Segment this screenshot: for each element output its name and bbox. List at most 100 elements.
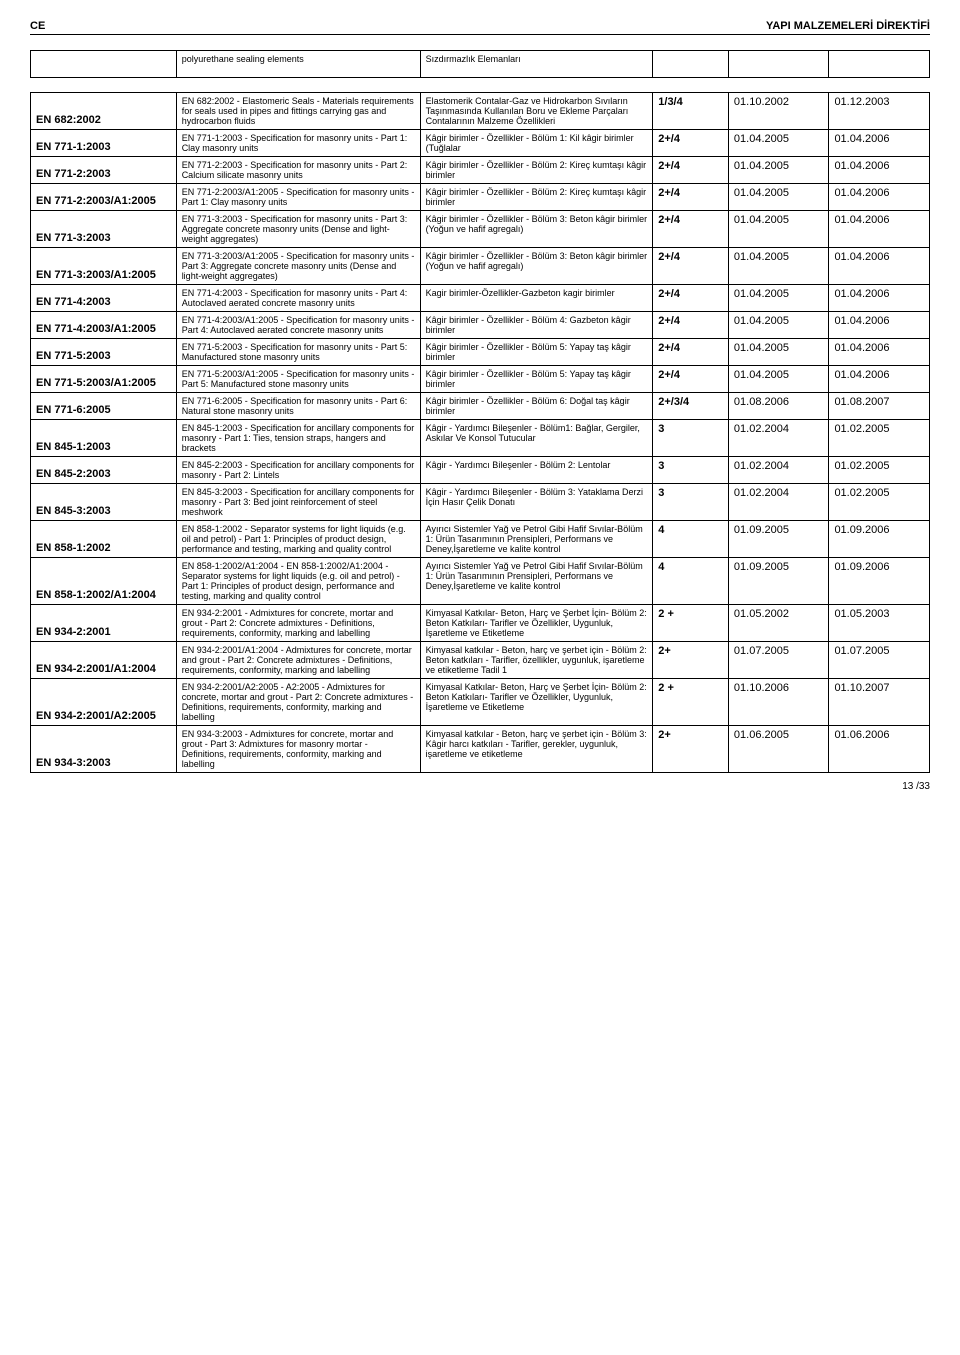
description-en: EN 845-1:2003 - Specification for ancill… xyxy=(176,420,420,457)
table-row: EN 771-2:2003/A1:2005EN 771-2:2003/A1:20… xyxy=(31,184,930,211)
date-start: 01.04.2005 xyxy=(728,157,829,184)
description-tr: Kâgir - Yardımcı Bileşenler - Bölüm 3: Y… xyxy=(420,484,653,521)
date-end: 01.04.2006 xyxy=(829,339,930,366)
system-code: 2+/4 xyxy=(653,285,729,312)
date-start: 01.08.2006 xyxy=(728,393,829,420)
date-start: 01.04.2005 xyxy=(728,211,829,248)
system-code: 2 + xyxy=(653,605,729,642)
description-en: EN 771-5:2003 - Specification for masonr… xyxy=(176,339,420,366)
table-row: EN 845-2:2003EN 845-2:2003 - Specificati… xyxy=(31,457,930,484)
standard-code: EN 934-2:2001/A2:2005 xyxy=(31,679,177,726)
description-tr: Kâgir birimler - Özellikler - Bölüm 3: B… xyxy=(420,248,653,285)
description-en: EN 845-3:2003 - Specification for ancill… xyxy=(176,484,420,521)
date-start: 01.02.2004 xyxy=(728,484,829,521)
description-en: EN 771-3:2003 - Specification for masonr… xyxy=(176,211,420,248)
date-start: 01.06.2005 xyxy=(728,726,829,773)
description-tr: Kâgir birimler - Özellikler - Bölüm 5: Y… xyxy=(420,366,653,393)
date-start: 01.04.2005 xyxy=(728,184,829,211)
standard-code: EN 771-4:2003/A1:2005 xyxy=(31,312,177,339)
table-row: EN 771-5:2003EN 771-5:2003 - Specificati… xyxy=(31,339,930,366)
description-tr: Kimyasal Katkılar- Beton, Harç ve Şerbet… xyxy=(420,679,653,726)
standard-code: EN 845-2:2003 xyxy=(31,457,177,484)
standard-code: EN 771-4:2003 xyxy=(31,285,177,312)
description-en: EN 771-6:2005 - Specification for masonr… xyxy=(176,393,420,420)
header-left: CE xyxy=(30,20,45,32)
standard-code: EN 845-1:2003 xyxy=(31,420,177,457)
system-code: 4 xyxy=(653,521,729,558)
description-tr: Kâgir birimler - Özellikler - Bölüm 2: K… xyxy=(420,184,653,211)
top-table: polyurethane sealing elements Sızdırmazl… xyxy=(30,50,930,78)
system-code: 2+/4 xyxy=(653,184,729,211)
date-start: 01.10.2006 xyxy=(728,679,829,726)
table-row: EN 858-1:2002EN 858-1:2002 - Separator s… xyxy=(31,521,930,558)
page-footer: 13 /33 xyxy=(30,781,930,792)
date-end: 01.08.2007 xyxy=(829,393,930,420)
header-right: YAPI MALZEMELERİ DİREKTİFİ xyxy=(766,20,930,32)
standard-code: EN 771-2:2003/A1:2005 xyxy=(31,184,177,211)
system-code: 2+/4 xyxy=(653,157,729,184)
system-code: 1/3/4 xyxy=(653,93,729,130)
table-row: EN 771-6:2005EN 771-6:2005 - Specificati… xyxy=(31,393,930,420)
system-code: 2+/4 xyxy=(653,130,729,157)
date-end: 01.04.2006 xyxy=(829,184,930,211)
date-end: 01.02.2005 xyxy=(829,420,930,457)
description-tr: Kâgir birimler - Özellikler - Bölüm 2: K… xyxy=(420,157,653,184)
standard-code: EN 682:2002 xyxy=(31,93,177,130)
date-end: 01.04.2006 xyxy=(829,130,930,157)
standard-code: EN 771-3:2003 xyxy=(31,211,177,248)
standard-code: EN 771-3:2003/A1:2005 xyxy=(31,248,177,285)
standard-code: EN 858-1:2002 xyxy=(31,521,177,558)
description-tr: Kâgir birimler - Özellikler - Bölüm 5: Y… xyxy=(420,339,653,366)
system-code: 4 xyxy=(653,558,729,605)
date-end: 01.06.2006 xyxy=(829,726,930,773)
date-start: 01.04.2005 xyxy=(728,339,829,366)
standard-code: EN 934-3:2003 xyxy=(31,726,177,773)
table-row: EN 771-3:2003/A1:2005EN 771-3:2003/A1:20… xyxy=(31,248,930,285)
table-row: EN 771-5:2003/A1:2005EN 771-5:2003/A1:20… xyxy=(31,366,930,393)
table-row: EN 934-2:2001/A1:2004EN 934-2:2001/A1:20… xyxy=(31,642,930,679)
date-start: 01.04.2005 xyxy=(728,312,829,339)
table-row: EN 934-2:2001/A2:2005EN 934-2:2001/A2:20… xyxy=(31,679,930,726)
standard-code: EN 845-3:2003 xyxy=(31,484,177,521)
date-end: 01.10.2007 xyxy=(829,679,930,726)
top-empty-1 xyxy=(31,51,177,78)
description-en: EN 934-2:2001 - Admixtures for concrete,… xyxy=(176,605,420,642)
table-row: EN 845-3:2003EN 845-3:2003 - Specificati… xyxy=(31,484,930,521)
description-en: EN 771-2:2003/A1:2005 - Specification fo… xyxy=(176,184,420,211)
description-tr: Kâgir birimler - Özellikler - Bölüm 1: K… xyxy=(420,130,653,157)
system-code: 3 xyxy=(653,457,729,484)
description-en: EN 682:2002 - Elastomeric Seals - Materi… xyxy=(176,93,420,130)
table-row: EN 845-1:2003EN 845-1:2003 - Specificati… xyxy=(31,420,930,457)
standards-table: EN 682:2002EN 682:2002 - Elastomeric Sea… xyxy=(30,92,930,773)
date-end: 01.02.2005 xyxy=(829,484,930,521)
date-start: 01.09.2005 xyxy=(728,521,829,558)
description-tr: Elastomerik Contalar-Gaz ve Hidrokarbon … xyxy=(420,93,653,130)
top-row: polyurethane sealing elements Sızdırmazl… xyxy=(31,51,930,78)
standard-code: EN 858-1:2002/A1:2004 xyxy=(31,558,177,605)
top-tr-desc: Sızdırmazlık Elemanları xyxy=(420,51,653,78)
standard-code: EN 771-5:2003 xyxy=(31,339,177,366)
date-end: 01.04.2006 xyxy=(829,285,930,312)
description-tr: Kâgir birimler - Özellikler - Bölüm 3: B… xyxy=(420,211,653,248)
date-end: 01.04.2006 xyxy=(829,211,930,248)
description-tr: Kâgir birimler - Özellikler - Bölüm 6: D… xyxy=(420,393,653,420)
description-en: EN 934-2:2001/A1:2004 - Admixtures for c… xyxy=(176,642,420,679)
table-row: EN 771-1:2003EN 771-1:2003 - Specificati… xyxy=(31,130,930,157)
date-start: 01.05.2002 xyxy=(728,605,829,642)
description-en: EN 771-3:2003/A1:2005 - Specification fo… xyxy=(176,248,420,285)
date-end: 01.09.2006 xyxy=(829,558,930,605)
description-tr: Kimyasal katkılar - Beton, harç ve şerbe… xyxy=(420,642,653,679)
description-en: EN 771-4:2003 - Specification for masonr… xyxy=(176,285,420,312)
system-code: 2+/4 xyxy=(653,366,729,393)
date-start: 01.04.2005 xyxy=(728,130,829,157)
date-end: 01.04.2006 xyxy=(829,157,930,184)
date-end: 01.04.2006 xyxy=(829,312,930,339)
top-empty-4 xyxy=(829,51,930,78)
date-end: 01.04.2006 xyxy=(829,248,930,285)
description-en: EN 934-3:2003 - Admixtures for concrete,… xyxy=(176,726,420,773)
standard-code: EN 771-2:2003 xyxy=(31,157,177,184)
date-start: 01.07.2005 xyxy=(728,642,829,679)
description-tr: Kâgir birimler - Özellikler - Bölüm 4: G… xyxy=(420,312,653,339)
date-end: 01.09.2006 xyxy=(829,521,930,558)
date-start: 01.04.2005 xyxy=(728,248,829,285)
